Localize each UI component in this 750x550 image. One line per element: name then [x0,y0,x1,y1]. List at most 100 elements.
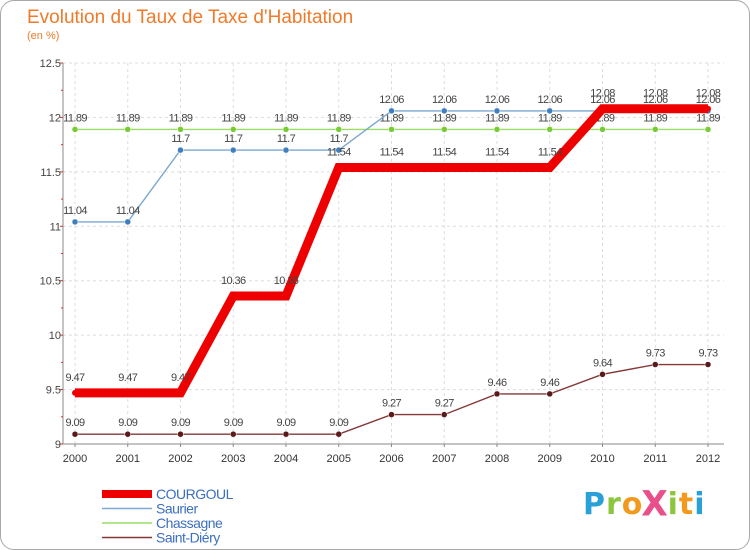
data-label: 11.89 [274,112,298,124]
data-label: 12.08 [590,88,615,100]
logo-letter: t [678,487,695,522]
data-point [546,390,553,398]
logo-letter: r [606,487,622,522]
data-point [546,126,553,133]
logo-letter: i [694,487,706,522]
data-point [335,146,342,154]
data-label: 12.08 [696,88,721,100]
data-label: 9.09 [118,417,137,429]
data-label: 12.06 [590,94,615,106]
legend-label: Saint-Diéry [156,530,220,546]
data-label: 9.09 [171,417,190,429]
data-point [599,126,606,133]
data-label: 12.08 [643,88,668,100]
data-label: 9.47 [118,372,137,384]
x-tick-label: 2012 [696,453,720,465]
y-tick-label: 11 [50,221,61,233]
data-point [388,411,395,418]
data-label: 12.06 [485,94,510,106]
data-label: 11.89 [380,112,404,124]
data-point [177,146,184,154]
data-label: 11.54 [485,147,509,159]
data-point [230,146,237,154]
data-label: 11.04 [116,205,140,217]
x-tick-label: 2004 [274,453,298,465]
data-point [705,105,711,112]
data-point [441,126,448,133]
logo-letter: P [583,487,606,522]
data-label: 12.06 [537,94,562,106]
data-point [546,107,553,115]
legend-label: Saurier [156,501,198,517]
data-point [282,146,290,154]
data-point [599,105,606,112]
data-label: 11.54 [538,147,562,159]
data-label: 10.36 [274,275,299,287]
data-label: 12.06 [643,94,668,106]
data-point [124,126,131,133]
x-tick-label: 2003 [221,453,245,465]
logo-letter: i [667,487,679,522]
data-point [335,430,342,438]
data-label: 9.73 [698,348,717,360]
x-tick-label: 2009 [538,453,562,465]
legend-label: Chassagne [156,515,223,531]
data-point [388,107,395,115]
data-point [704,126,712,133]
y-tick-label: 11.5 [40,167,61,179]
x-tick-label: 2011 [643,453,667,465]
data-label: 9.09 [276,417,295,429]
data-point [71,218,79,226]
y-tick-label: 12.5 [40,58,61,70]
data-point [230,292,237,299]
data-point [441,164,448,171]
data-point [282,126,290,133]
data-point [283,292,289,299]
data-label: 9.46 [487,377,506,389]
data-label: 9.73 [646,348,665,360]
data-point [493,390,501,398]
logo-letter: X [641,484,670,525]
data-point [71,430,79,438]
data-point [493,107,501,115]
data-label: 11.7 [277,133,296,145]
data-label: 11.89 [485,112,509,124]
data-point [177,430,184,438]
data-label: 11.54 [432,147,456,159]
x-tick-label: 2005 [327,453,351,465]
data-label: 11.89 [643,112,667,124]
data-point [599,371,606,378]
data-label: 11.89 [221,112,245,124]
data-label: 9.09 [65,417,84,429]
data-label: 11.89 [116,112,140,124]
data-point [441,411,448,418]
data-point [230,126,237,133]
y-tick-label: 9.5 [46,385,61,397]
data-label: 9.09 [224,417,243,429]
data-label: 11.04 [63,205,87,217]
y-tick-label: 10.5 [40,276,61,288]
x-tick-label: 2006 [379,453,403,465]
y-tick-label: 9 [55,439,61,451]
data-point [282,430,290,438]
y-tick-label: 12 [49,112,61,124]
x-tick-label: 2000 [63,453,87,465]
data-point [652,105,659,112]
x-tick-label: 2002 [168,453,192,465]
data-point [124,218,131,226]
data-point [388,164,395,171]
y-tick-label: 10 [49,330,61,342]
data-point [388,126,395,133]
data-point [546,164,553,171]
data-point [124,430,131,438]
data-label: 9.47 [65,372,84,384]
data-label: 11.54 [380,147,404,159]
data-label: 12.06 [379,94,404,106]
data-label: 9.46 [540,377,559,389]
data-label: 11.89 [432,112,456,124]
data-point [72,389,78,396]
data-label: 12.06 [432,94,457,106]
data-label: 11.7 [330,133,349,145]
